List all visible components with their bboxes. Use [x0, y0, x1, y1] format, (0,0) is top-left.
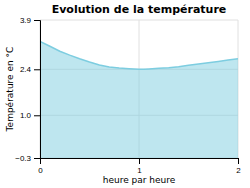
x-tick-mark [238, 158, 239, 164]
x-tick-label: 0 [38, 166, 43, 175]
x-axis-title: heure par heure [103, 175, 176, 185]
x-domain [41, 159, 239, 165]
marks [40, 41, 238, 158]
y-tick: 1.0 [20, 111, 40, 120]
y-tick-label: −0.3 [15, 154, 31, 163]
x-tick: 2 [236, 158, 241, 175]
x-axis: 0 1 2 [38, 158, 241, 175]
y-axis-title: Température en °C [5, 47, 15, 133]
x-tick: 1 [137, 158, 142, 175]
y-tick-label: 2.4 [20, 65, 32, 74]
chart: 0 1 2 −0.3 1.0 2.4 3.9 Evolution de la températ… [0, 0, 250, 188]
y-domain [34, 21, 41, 159]
y-tick-label: 3.9 [20, 16, 32, 25]
title: Evolution de la température [52, 3, 227, 16]
x-tick: 0 [38, 158, 43, 175]
y-tick-mark [34, 115, 40, 116]
y-tick-mark [34, 158, 40, 159]
grid [40, 20, 238, 158]
y-axis: −0.3 1.0 2.4 3.9 [15, 16, 40, 163]
area [40, 41, 238, 158]
y-tick-mark [34, 69, 40, 70]
x-tick-label: 1 [137, 166, 142, 175]
y-tick: −0.3 [15, 154, 40, 163]
x-tick-mark [139, 158, 140, 164]
x-tick-label: 2 [236, 166, 241, 175]
plot: 0 1 2 −0.3 1.0 2.4 3.9 [15, 16, 241, 175]
y-tick-mark [34, 20, 40, 21]
y-tick: 2.4 [20, 65, 40, 74]
y-tick-label: 1.0 [20, 111, 32, 120]
y-tick: 3.9 [20, 16, 40, 25]
line [40, 41, 238, 69]
